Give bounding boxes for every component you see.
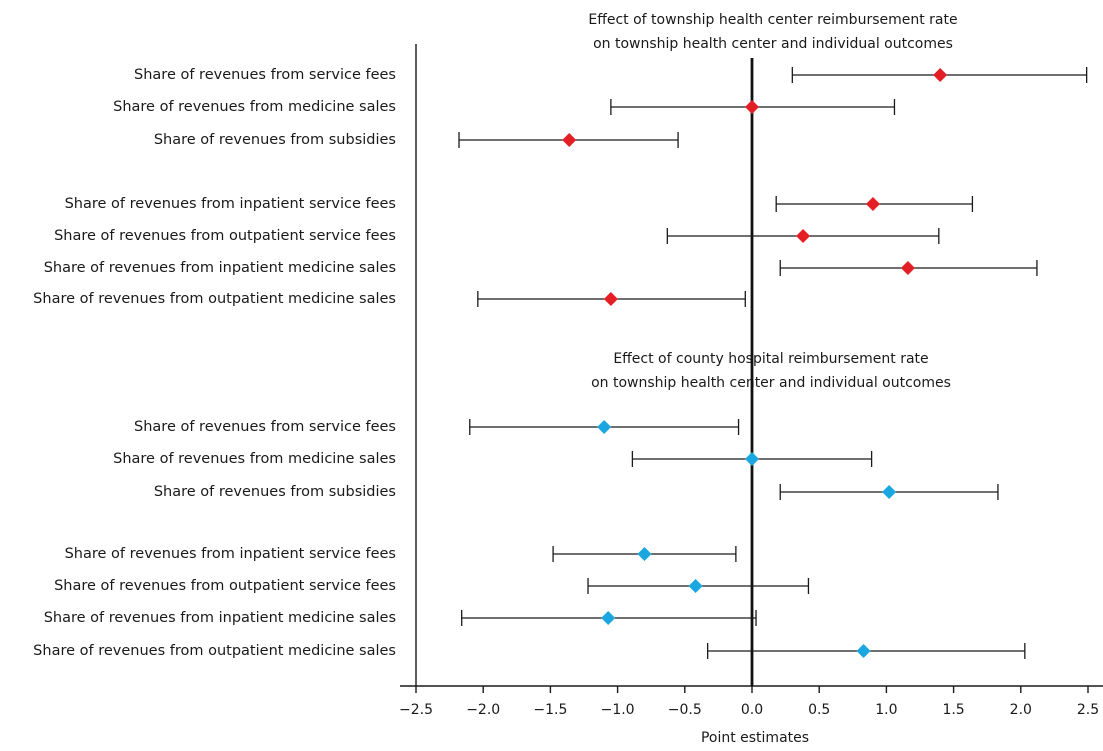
estimate-row: Share of revenues from inpatient service…	[65, 546, 736, 562]
point-estimate-marker	[857, 644, 871, 658]
row-label: Share of revenues from outpatient servic…	[54, 228, 396, 244]
row-label: Share of revenues from outpatient medici…	[33, 643, 396, 659]
row-label: Share of revenues from service fees	[134, 419, 396, 435]
x-tick-label: 0.0	[741, 702, 763, 718]
estimate-row: Share of revenues from outpatient medici…	[33, 643, 1025, 659]
row-label: Share of revenues from medicine sales	[113, 451, 396, 467]
estimate-row: Share of revenues from inpatient medicin…	[44, 260, 1037, 276]
x-tick-label: 0.5	[808, 702, 830, 718]
row-label: Share of revenues from subsidies	[154, 132, 396, 148]
estimate-row: Share of revenues from medicine sales	[113, 451, 871, 467]
x-tick-label: −0.5	[668, 702, 702, 718]
x-tick-label: 1.5	[942, 702, 964, 718]
x-tick-label: 2.0	[1010, 702, 1032, 718]
estimate-row: Share of revenues from inpatient medicin…	[44, 610, 756, 626]
estimate-row: Share of revenues from service fees	[134, 419, 739, 435]
point-estimate-marker	[637, 547, 651, 561]
point-estimate-marker	[745, 452, 759, 466]
x-tick-label: 2.5	[1077, 702, 1099, 718]
panel-1-title-line-1: Effect of township health center reimbur…	[588, 12, 957, 28]
x-tick-label: −2.5	[399, 702, 433, 718]
point-estimate-marker	[689, 579, 703, 593]
estimate-row: Share of revenues from outpatient servic…	[54, 578, 808, 594]
point-estimate-marker	[933, 68, 947, 82]
panel-2-title-line-1: Effect of county hospital reimbursement …	[613, 351, 928, 367]
point-estimate-marker	[882, 485, 896, 499]
estimate-row: Share of revenues from subsidies	[154, 484, 998, 500]
panel-titles: Effect of township health center reimbur…	[588, 12, 957, 391]
x-tick-label: 1.0	[875, 702, 897, 718]
x-tick-label: −2.0	[466, 702, 500, 718]
x-tick-label: −1.5	[533, 702, 567, 718]
point-estimate-marker	[866, 197, 880, 211]
point-estimate-marker	[901, 261, 915, 275]
estimate-row: Share of revenues from medicine sales	[113, 99, 894, 115]
panel-2-title-line-2: on township health center and individual…	[591, 375, 951, 391]
point-estimate-marker	[796, 229, 810, 243]
estimate-row: Share of revenues from inpatient service…	[65, 196, 973, 212]
row-label: Share of revenues from outpatient servic…	[54, 578, 396, 594]
estimate-row: Share of revenues from outpatient medici…	[33, 291, 745, 307]
estimate-row: Share of revenues from service fees	[134, 67, 1087, 83]
row-label: Share of revenues from service fees	[134, 67, 396, 83]
row-label: Share of revenues from subsidies	[154, 484, 396, 500]
estimate-row: Share of revenues from outpatient servic…	[54, 228, 939, 244]
point-estimate-marker	[604, 292, 618, 306]
row-label: Share of revenues from inpatient medicin…	[44, 610, 396, 626]
row-label: Share of revenues from inpatient medicin…	[44, 260, 396, 276]
row-label: Share of revenues from inpatient service…	[65, 546, 396, 562]
row-label: Share of revenues from medicine sales	[113, 99, 396, 115]
x-axis-title: Point estimates	[701, 730, 809, 746]
row-label: Share of revenues from inpatient service…	[65, 196, 396, 212]
x-tick-label: −1.0	[601, 702, 635, 718]
point-estimate-marker	[745, 100, 759, 114]
point-estimate-marker	[601, 611, 615, 625]
point-estimate-marker	[597, 420, 611, 434]
panel-1-title-line-2: on township health center and individual…	[593, 36, 953, 52]
row-label: Share of revenues from outpatient medici…	[33, 291, 396, 307]
point-estimate-marker	[562, 133, 576, 147]
x-axis-ticks: −2.5 −2.0 −1.5 −1.0 −0.5 0.0 0.5 1.0 1.5 2.0 2.5	[399, 686, 1099, 718]
